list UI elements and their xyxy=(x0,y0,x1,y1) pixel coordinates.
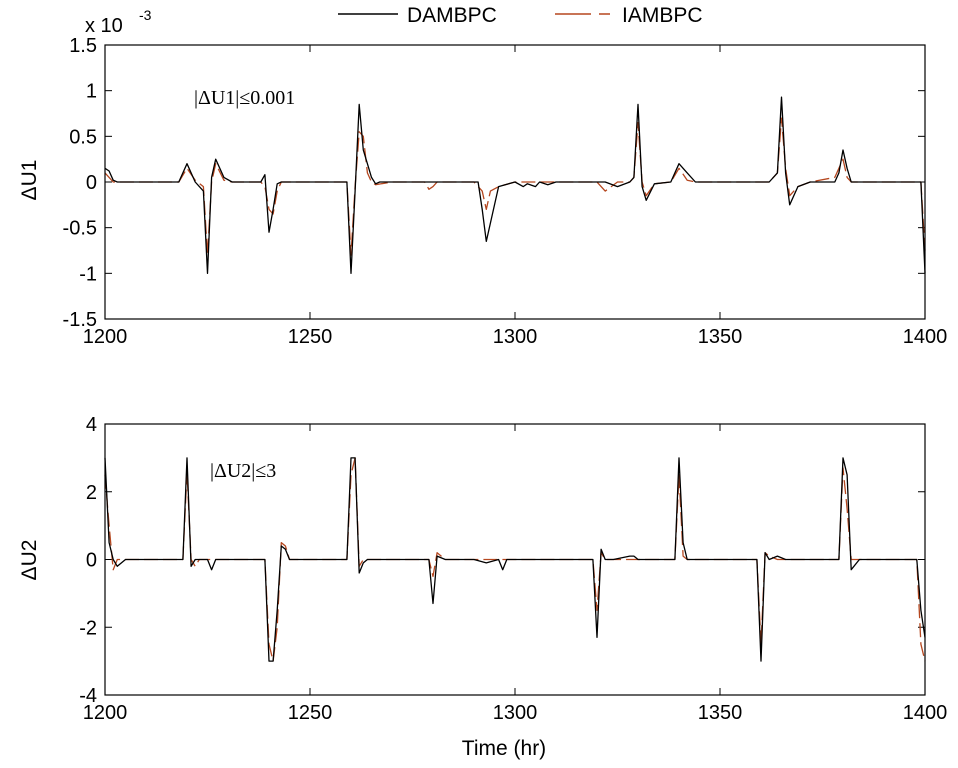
top-y-tick-label: -0.5 xyxy=(63,218,97,240)
bottom-y-tick-label: 4 xyxy=(86,414,97,436)
bottom-axes-frame xyxy=(104,423,926,696)
top-x-tick-label: 1250 xyxy=(288,326,333,348)
top-y-tick-label: -1.5 xyxy=(63,309,97,331)
bottom-x-tick-label: 1300 xyxy=(493,702,538,724)
bottom-x-tick-label: 1200 xyxy=(83,702,128,724)
bottom-x-tick-label: 1400 xyxy=(903,702,948,724)
bottom-x-tick-label: 1250 xyxy=(288,702,333,724)
legend-label-damb: DAMBPC xyxy=(407,4,497,27)
top-y-tick-label: 1 xyxy=(86,81,97,103)
bottom-y-tick-label: 2 xyxy=(86,482,97,504)
top-y-axis-label: ΔU1 xyxy=(18,160,41,201)
top-annotation: |ΔU1|≤0.001 xyxy=(194,87,295,109)
bottom-series-dambpc-line xyxy=(104,457,926,662)
top-x-tick-label: 1350 xyxy=(698,326,743,348)
top-y-tick-label: 0 xyxy=(86,172,97,194)
legend: DAMBPC IAMBPC xyxy=(338,4,703,27)
bottom-x-tick-label: 1350 xyxy=(698,702,743,724)
top-exponent-label: x 10 xyxy=(85,15,123,37)
top-x-tick-label: 1200 xyxy=(83,326,128,348)
top-plot-area: 1200 1250 1300 1350 1400 -1.5 -1 -0.5 0 0.5 1 1.5 xyxy=(63,35,948,348)
bottom-annotation: |ΔU2|≤3 xyxy=(210,460,276,482)
bottom-y-tick-label: -2 xyxy=(79,617,97,639)
top-panel: x 10 -3 |ΔU1|≤0.001 ΔU1 1200 1250 1300 1350… xyxy=(18,7,947,348)
top-y-tick-label: 1.5 xyxy=(69,35,97,57)
bottom-y-axis-label: ΔU2 xyxy=(18,540,41,581)
top-axes-frame xyxy=(104,44,926,320)
bottom-y-tick-label: 0 xyxy=(86,550,97,572)
bottom-y-tick-label: -4 xyxy=(79,685,97,707)
legend-label-iamb: IAMBPC xyxy=(622,4,703,27)
top-x-tick-label: 1300 xyxy=(493,326,538,348)
bottom-panel: |ΔU2|≤3 ΔU2 Time (hr) 1200 1250 1300 1350 14… xyxy=(18,414,947,760)
bottom-x-axis-label: Time (hr) xyxy=(462,737,546,760)
top-series-dambpc-line xyxy=(104,96,926,274)
top-y-tick-label: -1 xyxy=(79,263,97,285)
top-exponent-power: -3 xyxy=(139,7,152,23)
top-x-tick-label: 1400 xyxy=(903,326,948,348)
bottom-plot-area: 1200 1250 1300 1350 1400 -4 -2 0 2 4 xyxy=(79,414,947,724)
top-y-tick-label: 0.5 xyxy=(69,126,97,148)
top-series-iambpc-line xyxy=(104,117,926,256)
